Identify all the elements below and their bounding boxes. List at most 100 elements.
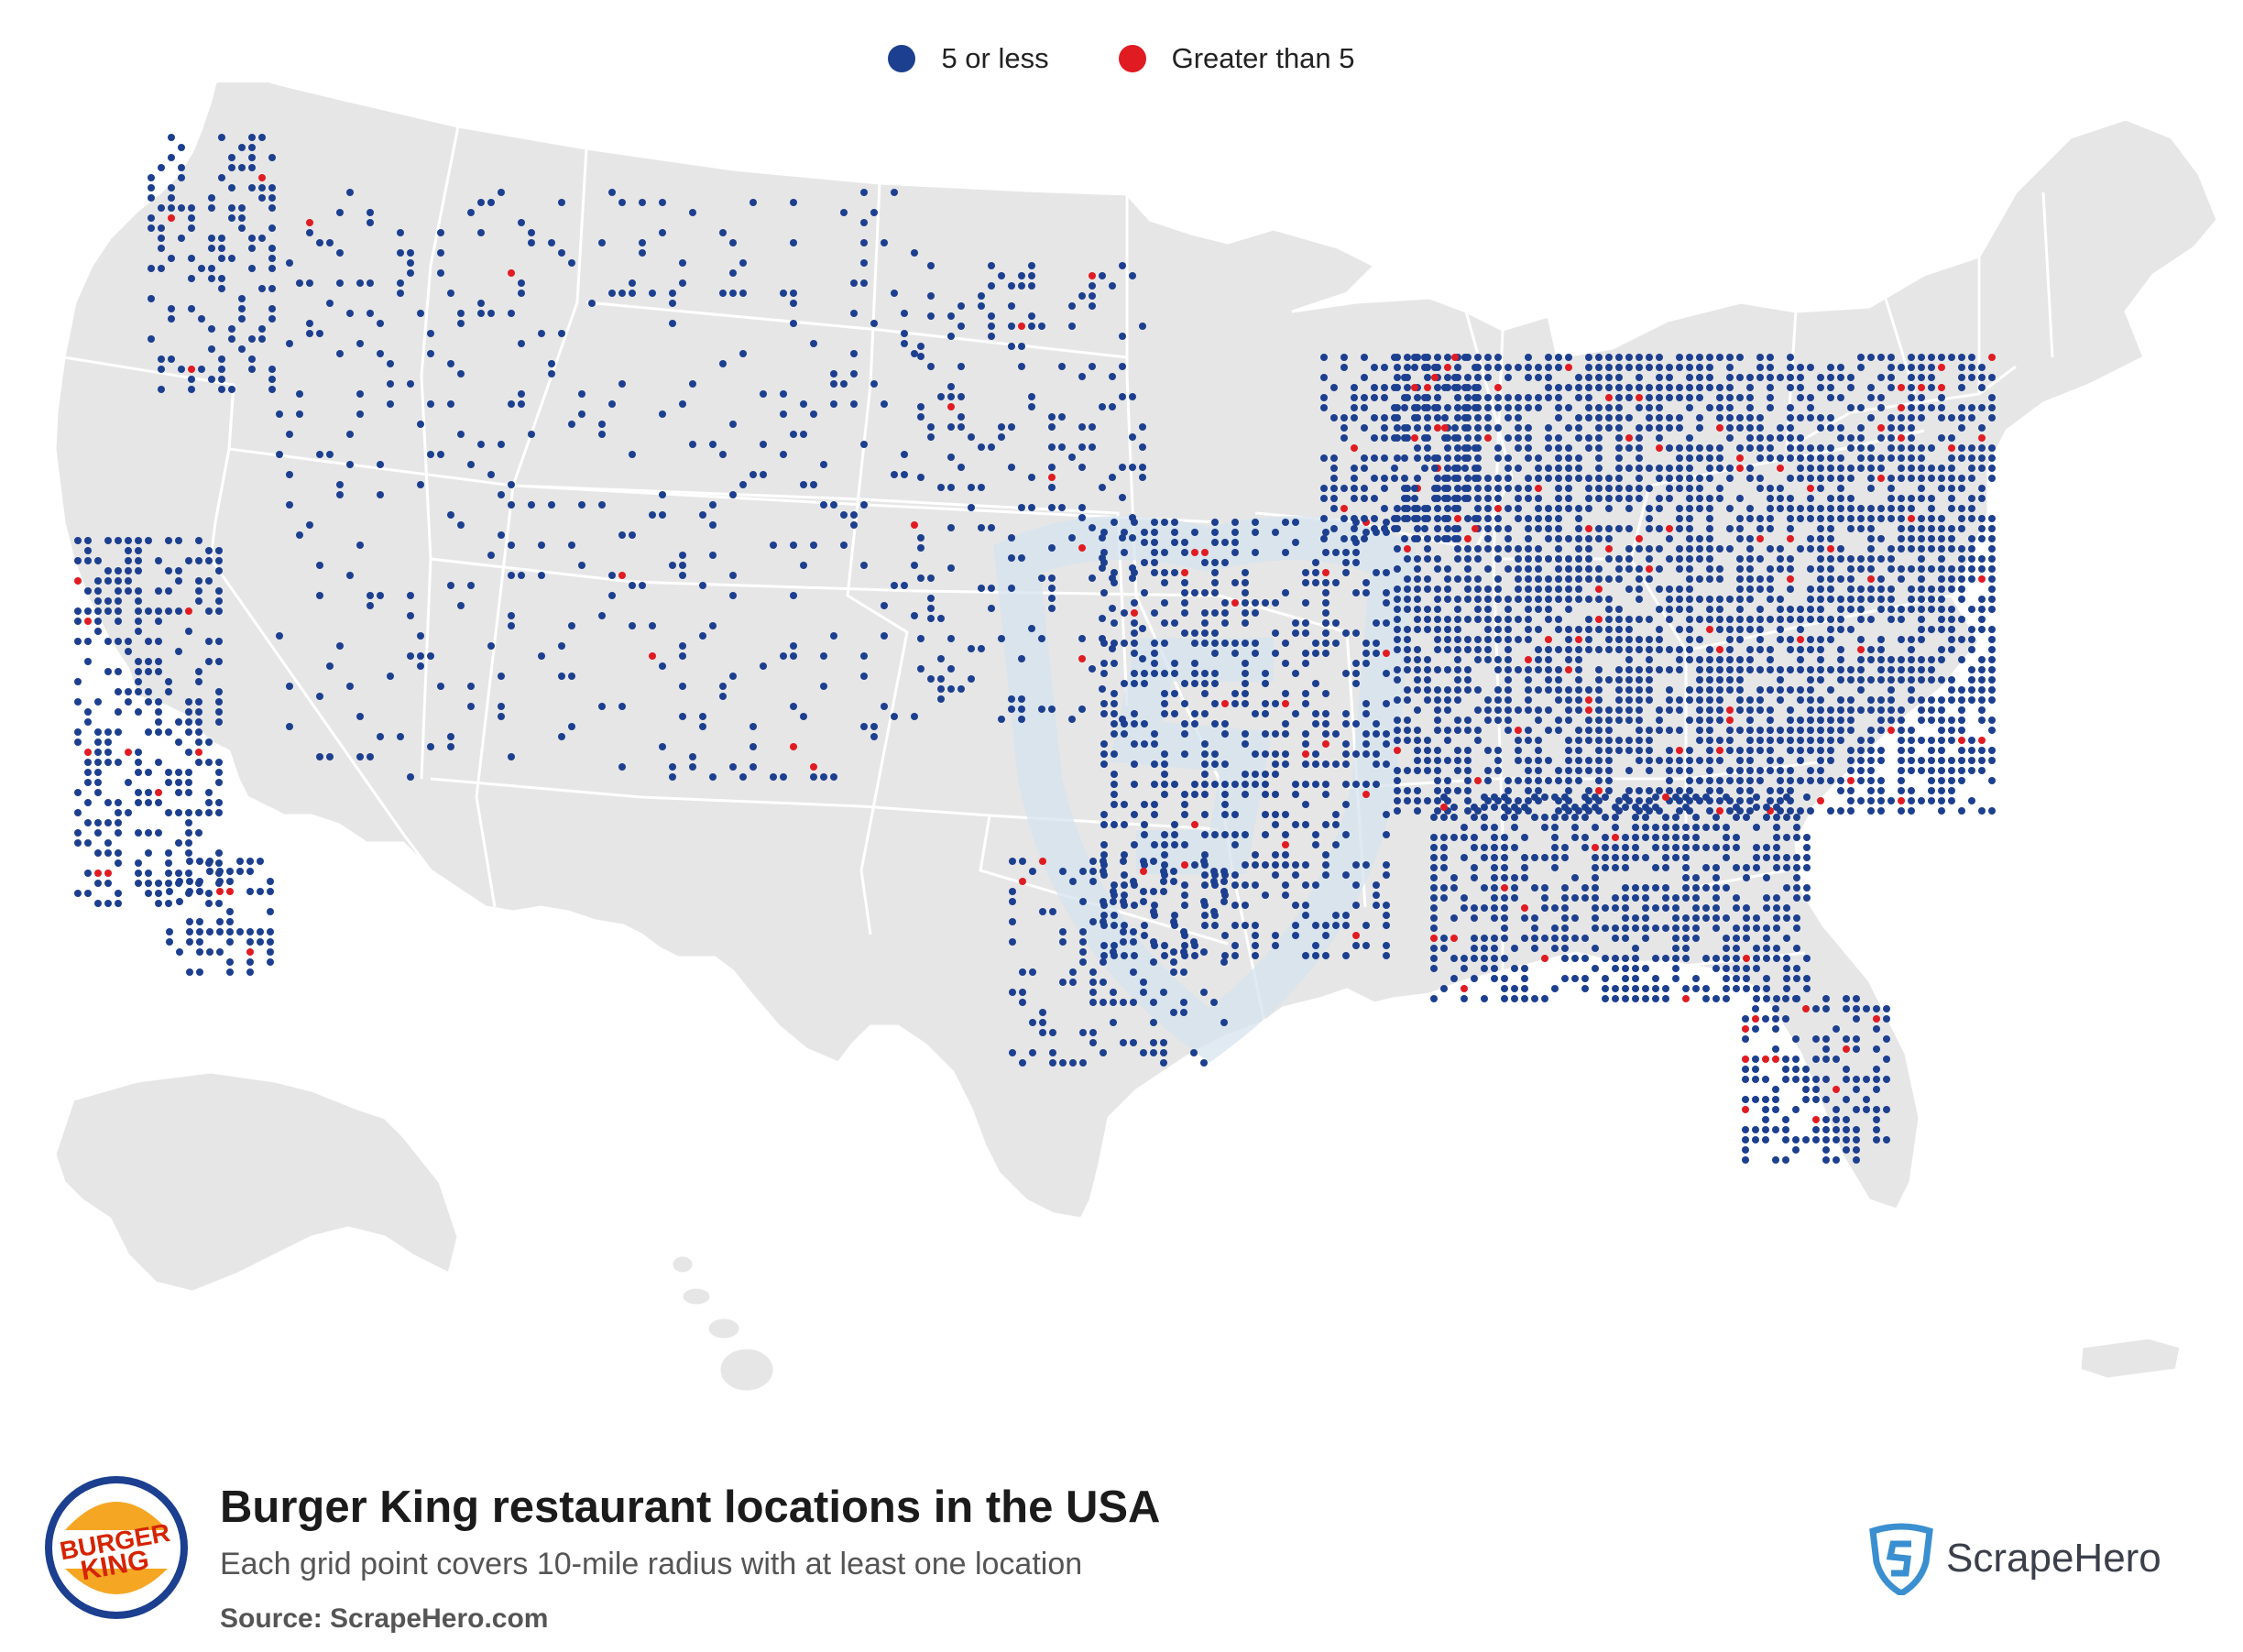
location-dot: [1595, 454, 1603, 462]
location-dot: [1948, 585, 1955, 593]
location-dot: [1938, 717, 1945, 724]
location-dot: [1431, 364, 1439, 371]
location-dot: [1535, 555, 1542, 563]
location-dot: [1555, 717, 1562, 724]
location-dot: [659, 229, 666, 236]
location-dot: [1723, 935, 1730, 942]
location-dot: [1430, 874, 1438, 881]
location-dot: [1706, 646, 1713, 653]
location-dot: [1494, 454, 1502, 462]
location-dot: [1491, 844, 1498, 851]
location-dot: [1716, 404, 1723, 411]
location-dot: [258, 335, 266, 343]
location-dot: [1898, 515, 1905, 522]
location-dot: [195, 759, 202, 766]
location-dot: [104, 567, 112, 574]
location-dot: [1481, 824, 1488, 831]
location-dot: [1787, 706, 1794, 714]
location-dot: [1782, 1076, 1789, 1083]
location-dot: [258, 194, 266, 202]
location-dot: [1656, 364, 1663, 371]
location-dot: [1783, 985, 1790, 992]
location-dot: [1545, 596, 1552, 603]
location-dot: [518, 290, 525, 297]
location-dot: [1706, 525, 1713, 532]
location-dot: [1817, 646, 1824, 653]
location-dot: [1535, 505, 1542, 512]
location-dot: [1201, 871, 1209, 879]
location-dot: [1484, 394, 1492, 401]
location-dot: [1551, 844, 1559, 851]
location-dot: [1807, 535, 1814, 542]
location-dot: [1535, 777, 1542, 784]
location-dot: [1807, 414, 1814, 421]
location-dot: [1843, 995, 1850, 1002]
location-dot: [1312, 650, 1319, 657]
location-dot: [115, 859, 122, 867]
location-dot: [1807, 777, 1814, 784]
location-dot: [1822, 1005, 1830, 1012]
location-dot: [1262, 670, 1269, 677]
location-dot: [1471, 844, 1478, 851]
location-dot: [228, 325, 235, 333]
location-dot: [1857, 454, 1865, 462]
location-dot: [1666, 495, 1673, 502]
location-dot: [1857, 404, 1865, 411]
location-dot: [1822, 1136, 1830, 1143]
location-dot: [1535, 646, 1542, 653]
location-dot: [1807, 616, 1814, 623]
location-dot: [1531, 914, 1538, 922]
location-dot: [1817, 545, 1824, 552]
location-dot: [618, 199, 626, 206]
location-dot: [215, 849, 223, 857]
location-dot: [1515, 757, 1522, 764]
location-dot: [1555, 394, 1562, 401]
location-dot: [1918, 475, 1925, 482]
location-dot: [1252, 932, 1259, 939]
location-dot: [1857, 737, 1865, 744]
location-dot: [1867, 616, 1875, 623]
location-dot: [1494, 686, 1502, 694]
location-dot: [1221, 640, 1229, 647]
location-dot: [1028, 403, 1035, 410]
location-dot: [1787, 434, 1794, 442]
location-dot: [1201, 670, 1209, 677]
location-dot: [1404, 696, 1411, 704]
location-dot: [1686, 454, 1693, 462]
location-dot: [356, 410, 364, 418]
location-dot: [1292, 922, 1299, 929]
location-dot: [1723, 793, 1730, 801]
location-dot: [175, 870, 182, 877]
location-dot: [649, 622, 656, 629]
location-dot: [1642, 965, 1649, 972]
location-dot: [860, 189, 868, 196]
location-dot: [1767, 485, 1774, 492]
location-dot: [1100, 958, 1107, 966]
location-dot: [1817, 424, 1824, 432]
location-dot: [1575, 777, 1582, 784]
location-dot: [1373, 619, 1380, 627]
location-dot: [1109, 645, 1116, 652]
location-dot: [1130, 878, 1137, 885]
location-dot: [1787, 414, 1794, 421]
location-dot: [1191, 720, 1198, 728]
location-dot: [238, 164, 246, 171]
location-dot: [1686, 505, 1693, 512]
location-dot: [1565, 535, 1572, 542]
location-dot: [1968, 737, 1975, 744]
location-dot: [1706, 354, 1713, 361]
location-dot: [1803, 985, 1811, 992]
location-dot: [1817, 565, 1824, 573]
location-dot: [1676, 384, 1683, 391]
location-dot: [1515, 394, 1522, 401]
location-dot: [1656, 505, 1663, 512]
location-dot: [477, 229, 485, 236]
location-dot: [1787, 404, 1794, 411]
location-dot: [1381, 384, 1388, 391]
location-dot: [1171, 781, 1178, 788]
location-dot: [978, 292, 985, 300]
location-dot: [917, 534, 925, 542]
location-dot: [1753, 804, 1760, 811]
location-dot: [1767, 364, 1774, 371]
location-dot: [447, 290, 454, 297]
